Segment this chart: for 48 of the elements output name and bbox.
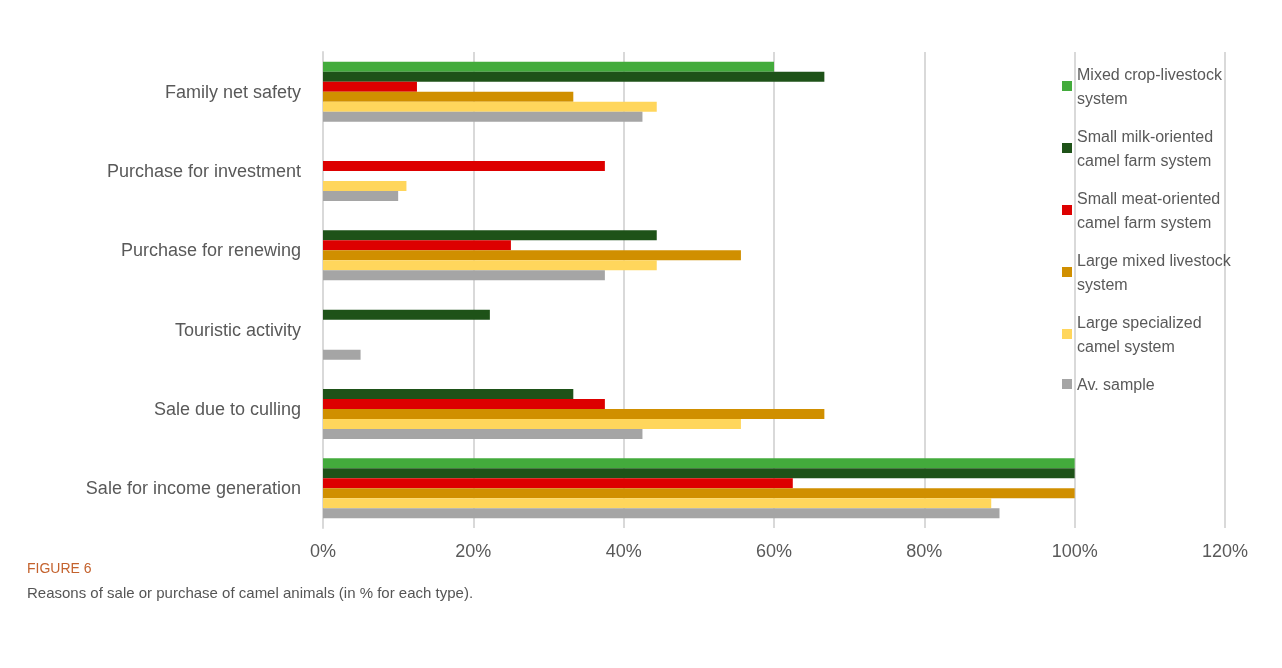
x-tick-label: 120% [1201, 541, 1249, 561]
x-tick-label: 40% [605, 541, 642, 561]
legend-label: Mixed crop-livestock system [1077, 65, 1227, 107]
bar [323, 250, 741, 261]
bar [323, 458, 1075, 469]
text: FIGURE 6 [27, 560, 92, 576]
bar [323, 309, 490, 320]
bar [323, 260, 657, 271]
bar [323, 349, 361, 360]
bar [323, 161, 605, 171]
bar [323, 389, 574, 399]
text: Reasons of sale or purchase of camel animals (in % for each type). [27, 584, 474, 601]
y-tick-label: Touristic activity [174, 319, 301, 340]
bar [323, 409, 825, 419]
x-tick-label: 0% [309, 541, 337, 561]
legend-label: Small milk-oriented camel farm system [1077, 127, 1218, 169]
bar [323, 111, 643, 122]
bar [323, 270, 605, 281]
y-tick-label: Purchase for renewing [120, 240, 301, 261]
y-tick-label: Family net safety [164, 81, 301, 102]
y-tick-label: Sale for income generation [85, 478, 301, 499]
x-tick-label: 60% [755, 541, 793, 561]
bar [323, 508, 1000, 519]
x-tick-label: 80% [906, 541, 943, 561]
legend-label: Small meat-oriented camel farm system [1077, 189, 1225, 231]
bar [323, 478, 793, 489]
y-tick-label: Purchase for investment [106, 161, 301, 181]
bar [323, 429, 643, 439]
bar [323, 488, 1075, 499]
bar [323, 61, 774, 72]
x-tick-label: 20% [455, 541, 492, 561]
bar [323, 181, 407, 191]
y-tick-label: Sale due to culling [153, 399, 301, 419]
bar [323, 419, 741, 429]
bar [323, 240, 511, 251]
x-tick-label: 100% [1051, 541, 1098, 561]
bar [323, 101, 657, 112]
legend-label: Large specialized camel system [1077, 313, 1206, 355]
bar [323, 468, 1075, 479]
legend-label: Av. sample [1077, 375, 1155, 393]
bar [323, 191, 399, 201]
bar [323, 498, 992, 509]
bar [323, 230, 657, 241]
bar [323, 71, 825, 82]
legend-label: Large mixed livestock system [1077, 251, 1236, 293]
bar [323, 81, 417, 92]
bar [323, 399, 605, 409]
bar [323, 91, 574, 102]
